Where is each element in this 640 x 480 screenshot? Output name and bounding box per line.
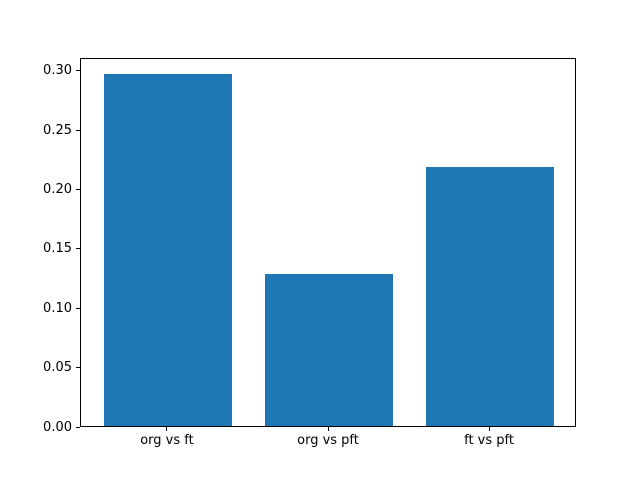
y-tick-mark <box>76 426 80 428</box>
bar-ft-vs-pft <box>425 167 555 427</box>
y-tick-mark <box>76 248 80 250</box>
y-tick-mark <box>76 129 80 131</box>
y-tick-label: 0.05 <box>43 360 72 376</box>
x-tick-label: org vs ft <box>140 433 194 449</box>
x-tick-label: ft vs pft <box>464 433 514 449</box>
x-tick-mark <box>488 427 490 432</box>
y-tick-label: 0.25 <box>43 122 72 138</box>
y-tick-label: 0.30 <box>43 63 72 79</box>
y-tick-label: 0.10 <box>43 300 72 316</box>
bar-org-vs-ft <box>103 74 233 427</box>
x-tick-mark <box>166 427 168 432</box>
y-tick-label: 0.20 <box>43 182 72 197</box>
y-tick-label: 0.15 <box>43 241 72 257</box>
y-tick-mark <box>76 367 80 369</box>
y-tick-mark <box>76 70 80 72</box>
y-tick-mark <box>76 189 80 190</box>
x-tick-mark <box>327 427 329 432</box>
y-tick-label: 0.00 <box>43 419 72 435</box>
bar-org-vs-pft <box>264 274 394 427</box>
plot-area <box>80 57 576 428</box>
y-tick-mark <box>76 307 80 309</box>
x-tick-label: org vs pft <box>297 433 359 449</box>
